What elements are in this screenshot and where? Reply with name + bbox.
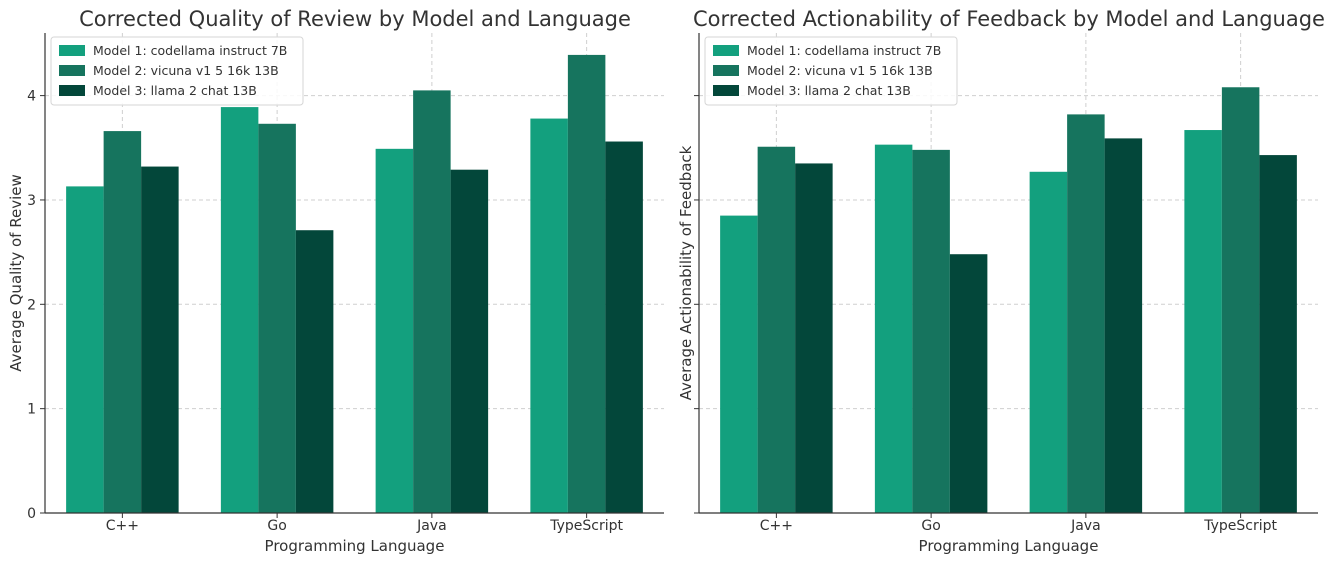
legend-box [704,36,958,106]
x-tick-label: C++ [106,518,139,534]
y-tick-label: 4 [27,89,36,105]
bar [220,107,259,513]
bar [720,215,758,513]
bar [375,148,414,513]
legend-label: Model 2: vicuna v1 5 16k 13B [93,63,279,78]
chart-title: Corrected Actionability of Feedback by M… [693,7,1325,31]
bar [567,54,606,513]
chart-panel-1: 0 1 2 3 4 C++ Go Java TypeScript Corrected Qualit… [7,7,664,555]
legend-swatch [59,65,85,76]
bar [912,149,950,513]
bar [413,90,451,514]
bar [1259,155,1297,513]
x-axis-label: Programming Language [919,537,1099,555]
bar [757,146,796,513]
bar [874,144,913,514]
legend-label: Model 1: codellama instruct 7B [747,43,941,58]
x-tick-label: Java [416,518,447,534]
bar [1221,87,1260,514]
bar [103,131,142,513]
bar [1029,171,1068,514]
x-tick-label: TypeScript [549,518,623,534]
legend-box [50,36,304,106]
x-tick-label: TypeScript [1203,518,1277,534]
bar [141,166,179,513]
legend-label: Model 3: llama 2 chat 13B [93,83,257,98]
legend-label: Model 3: llama 2 chat 13B [747,83,911,98]
chart-title: Corrected Quality of Review by Model and… [79,7,631,31]
bar [66,186,104,514]
bar [605,141,643,514]
chart-panel-2: C++ Go Java TypeScript Corrected Actionabili… [677,7,1325,555]
bar [949,254,988,513]
x-axis-label: Programming Language [265,537,445,555]
legend-swatch [713,65,739,76]
y-tick-label: 0 [27,506,36,522]
bar [295,230,334,513]
x-tick-label: Go [921,518,940,534]
x-tick-label: Java [1070,518,1101,534]
bar [450,169,489,513]
bar [1104,138,1143,514]
y-tick-label: 2 [27,297,36,313]
bar [795,163,833,513]
legend: Model 1: codellama instruct 7B Model 2: v… [50,36,304,106]
legend-label: Model 1: codellama instruct 7B [93,43,287,58]
bar [530,118,568,513]
y-tick-label: 3 [27,193,36,209]
y-axis-label: Average Actionability of Feedback [677,145,695,400]
y-tick-label: 1 [27,402,36,418]
legend-swatch [713,45,739,56]
bar [1184,130,1222,514]
legend-swatch [713,85,739,96]
bar [1067,114,1105,514]
x-tick-label: C++ [760,518,793,534]
legend: Model 1: codellama instruct 7B Model 2: v… [704,36,958,106]
y-axis-label: Average Quality of Review [7,174,25,371]
legend-label: Model 2: vicuna v1 5 16k 13B [747,63,933,78]
legend-swatch [59,85,85,96]
legend-swatch [59,45,85,56]
bar [258,123,296,514]
x-tick-label: Go [267,518,286,534]
